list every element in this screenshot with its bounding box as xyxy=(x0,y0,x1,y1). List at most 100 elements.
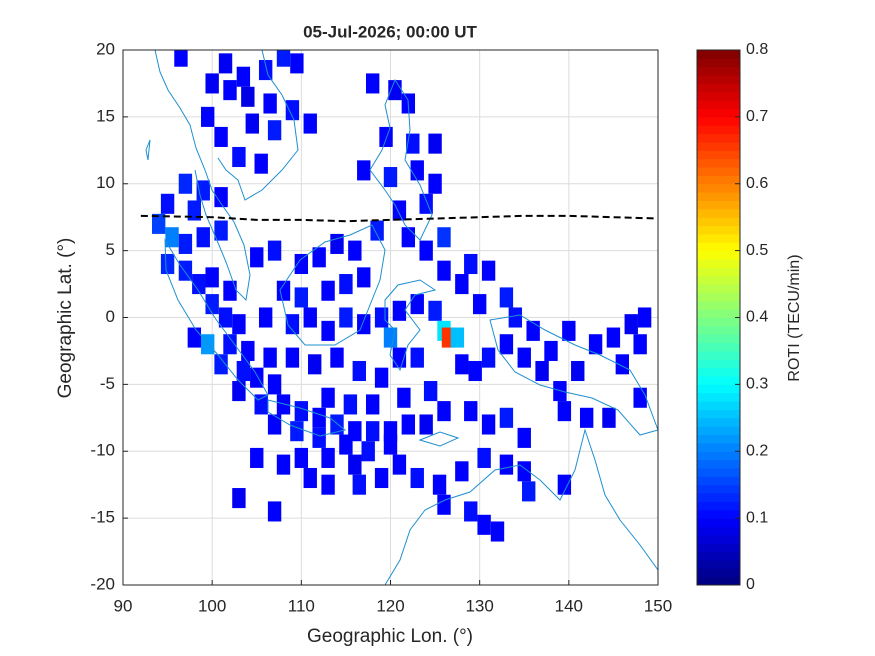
colorbar-swatch xyxy=(697,141,740,151)
cell xyxy=(508,307,523,328)
colorbar-swatch xyxy=(697,175,740,185)
colorbar-swatch xyxy=(697,568,740,578)
colorbar-tick-label: 0.1 xyxy=(746,509,768,526)
cell xyxy=(437,494,451,515)
cell xyxy=(250,447,264,468)
colorbar-swatch xyxy=(697,451,740,461)
coastline xyxy=(384,428,658,585)
cell xyxy=(276,50,291,67)
cell xyxy=(499,407,514,428)
cell xyxy=(361,441,375,462)
cell xyxy=(174,50,188,67)
cell xyxy=(455,274,469,295)
colorbar-swatch xyxy=(697,576,740,586)
cell xyxy=(205,267,219,288)
colorbar-swatch xyxy=(697,83,740,93)
cell xyxy=(214,354,228,375)
cell xyxy=(178,173,193,194)
colorbar-swatch xyxy=(697,116,740,126)
cell xyxy=(468,360,482,382)
x-tick-label: 100 xyxy=(198,596,226,615)
x-axis-label: Geographic Lon. (°) xyxy=(307,626,473,647)
cell xyxy=(419,414,433,435)
cell xyxy=(218,307,233,328)
cell xyxy=(464,501,478,522)
cell xyxy=(450,327,465,348)
cell xyxy=(308,354,322,375)
chart-title: 05-Jul-2026; 00:00 UT xyxy=(303,22,477,41)
colorbar-swatch xyxy=(697,409,740,419)
colorbar-swatch xyxy=(697,467,740,477)
colorbar-swatch xyxy=(697,526,740,536)
cell xyxy=(365,421,380,442)
y-tick-label: 0 xyxy=(106,307,115,326)
cell xyxy=(464,253,478,275)
cell xyxy=(339,274,353,295)
colorbar-swatch xyxy=(697,75,740,84)
coastline xyxy=(384,279,437,372)
y-tick-label: 15 xyxy=(96,106,115,125)
cell xyxy=(160,193,175,214)
cell xyxy=(499,334,514,355)
cell xyxy=(365,73,380,94)
cell xyxy=(557,401,572,422)
colorbar-swatch xyxy=(697,183,740,193)
colorbar-swatch xyxy=(697,551,740,561)
colorbar-swatch xyxy=(697,192,740,201)
cell xyxy=(321,474,335,495)
cell xyxy=(205,294,219,315)
cell xyxy=(517,347,531,368)
colorbar-swatch xyxy=(697,250,740,260)
colorbar-swatch xyxy=(697,158,740,168)
cell xyxy=(374,467,389,489)
cell xyxy=(250,247,264,268)
cell xyxy=(160,253,175,275)
cell xyxy=(339,307,353,328)
colorbar-tick-label: 0.6 xyxy=(746,175,768,192)
cell xyxy=(245,113,259,134)
cell xyxy=(241,86,255,107)
cell xyxy=(357,267,371,288)
cell xyxy=(330,414,344,435)
cell xyxy=(223,334,237,355)
colorbar-tick-label: 0 xyxy=(746,576,755,593)
colorbar-swatch xyxy=(697,342,740,352)
colorbar-swatch xyxy=(697,501,740,511)
cell xyxy=(321,280,335,301)
cell xyxy=(406,133,420,154)
colorbar-swatch xyxy=(697,426,740,436)
colorbar-swatch xyxy=(697,493,740,502)
colorbar-swatch xyxy=(697,258,740,268)
cell xyxy=(236,66,251,87)
colorbar-swatch xyxy=(697,484,740,494)
colorbar-swatch xyxy=(697,133,740,143)
coastline xyxy=(489,314,658,436)
cell xyxy=(428,133,442,154)
cell xyxy=(348,454,362,475)
cells xyxy=(151,50,652,542)
cell xyxy=(481,347,496,368)
cell xyxy=(383,167,398,188)
cell xyxy=(370,220,384,241)
cell xyxy=(201,106,215,127)
cell xyxy=(321,447,335,468)
cell xyxy=(428,300,442,321)
coastline xyxy=(164,238,269,401)
coastline xyxy=(267,399,347,437)
cell xyxy=(250,367,264,388)
cell xyxy=(312,247,326,268)
colorbar-swatch xyxy=(697,325,740,335)
coastline xyxy=(154,50,251,302)
colorbar: 0 0.1 0.2 0.3 0.4 0.5 0.6 0.7 0.8 xyxy=(696,41,768,593)
cell xyxy=(214,187,228,208)
cell xyxy=(232,314,246,335)
cell xyxy=(254,394,268,415)
x-tick-label: 110 xyxy=(288,596,315,615)
colorbar-swatch xyxy=(697,267,740,277)
cell xyxy=(241,340,255,361)
cell xyxy=(258,307,273,328)
cell xyxy=(294,287,309,308)
colorbar-swatch xyxy=(697,434,740,444)
cell xyxy=(330,347,344,368)
